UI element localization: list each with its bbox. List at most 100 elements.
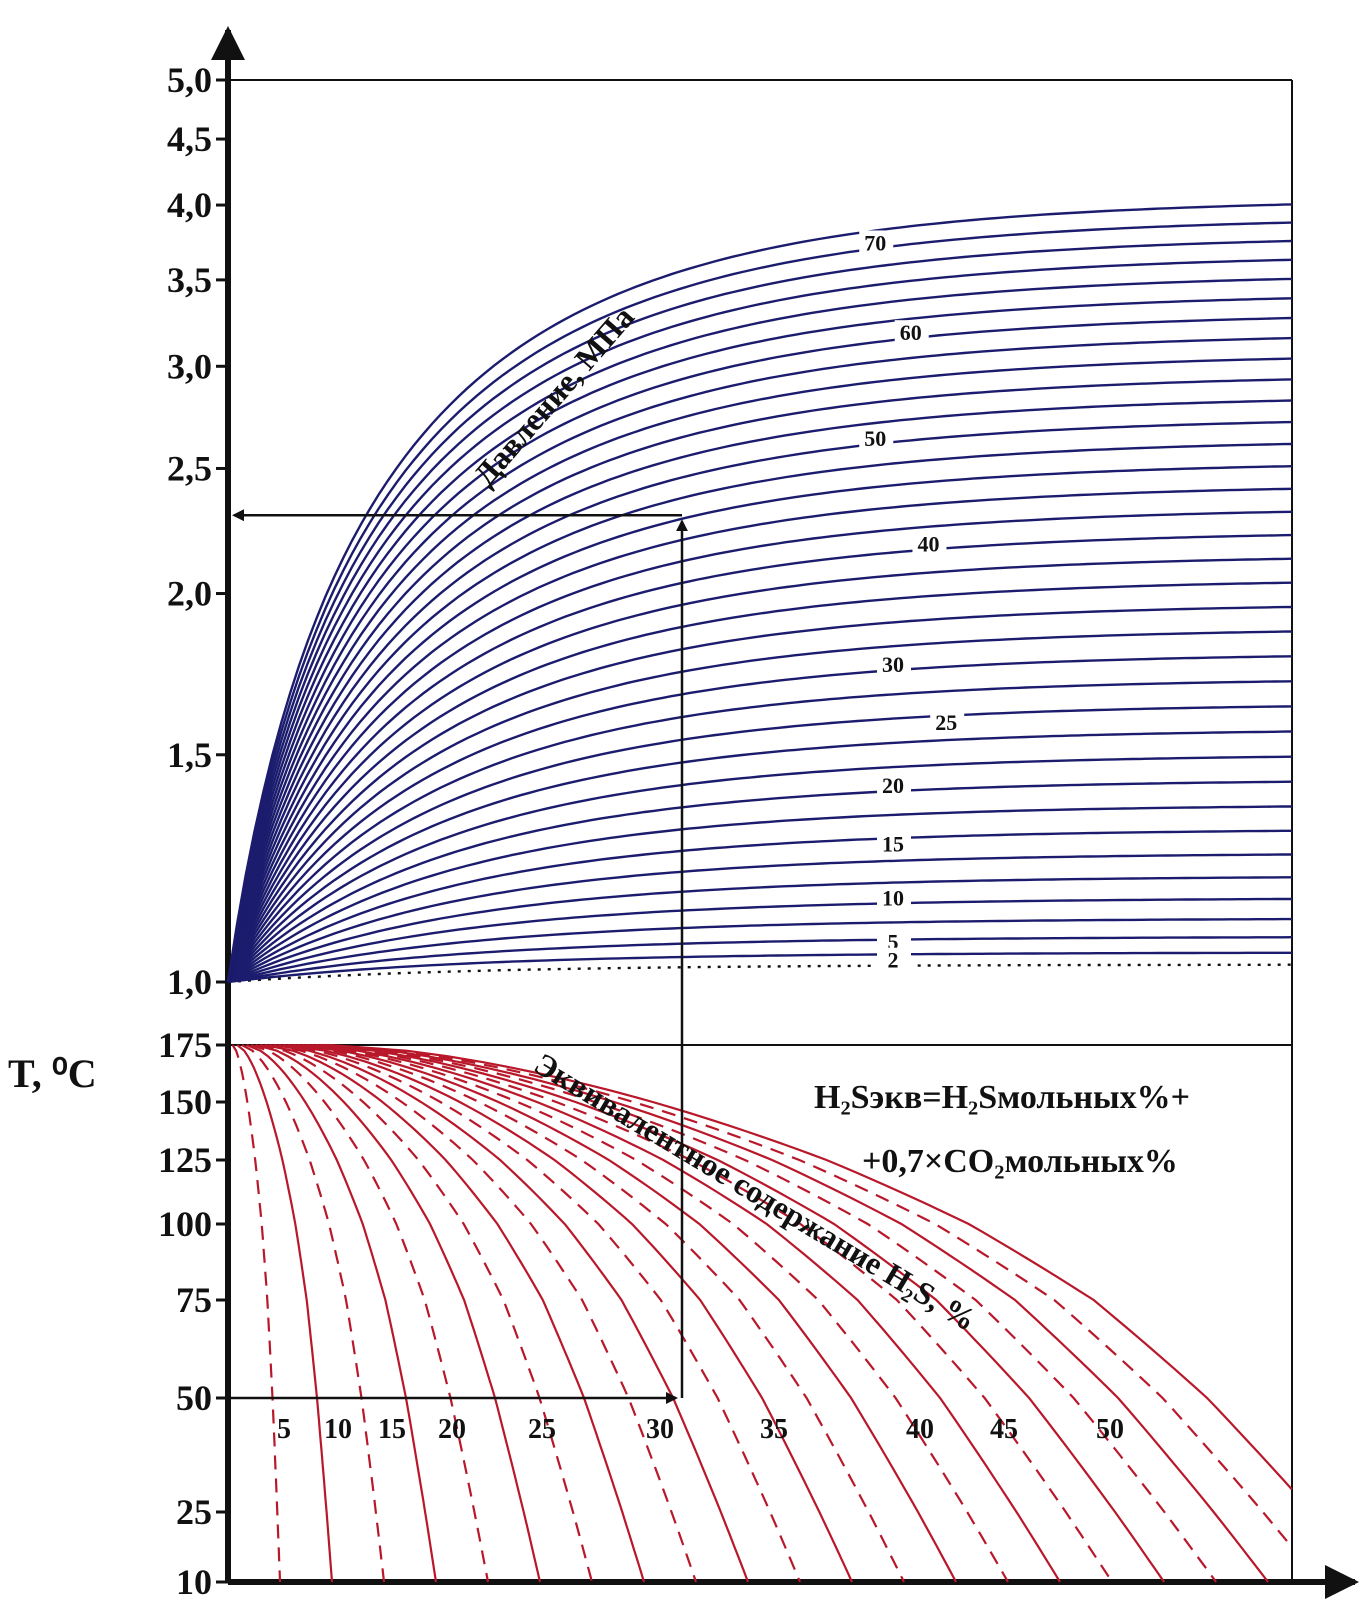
pressure-curve [227, 730, 1293, 983]
pressure-label-bg [912, 531, 947, 558]
pressure-tick-label: 2,5 [167, 448, 212, 488]
h2s-label: 5 [277, 1414, 291, 1445]
pressure-curve [226, 605, 1293, 983]
h2s-label: 10 [324, 1414, 352, 1445]
pressure-label: 20 [882, 773, 904, 798]
pressure-curve [226, 442, 1293, 983]
pressure-curve [226, 221, 1293, 983]
pressure-label: 2 [888, 948, 899, 973]
temperature-tick-label: 10 [176, 1562, 212, 1602]
h2s-curve [245, 1043, 438, 1583]
pressure-curve [227, 963, 1292, 984]
pressure-label: 30 [882, 652, 904, 677]
h2s-label: 25 [528, 1414, 556, 1445]
pressure-curve [226, 557, 1293, 983]
h2s-curve [282, 1043, 854, 1583]
h2s-label: 30 [646, 1414, 674, 1445]
pressure-curve [227, 829, 1292, 983]
pressure-curve [226, 420, 1293, 983]
h2s-curve-dashed [250, 1043, 490, 1583]
pressure-tick-label: 4,0 [167, 185, 212, 225]
pressure-curve [226, 581, 1293, 983]
pressure-curve [226, 357, 1293, 983]
pressure-curve [227, 917, 1292, 984]
pressure-label: 5 [888, 929, 899, 954]
pressure-tick-label: 3,5 [167, 260, 212, 300]
h2s-curve [301, 1043, 1061, 1583]
pressure-curve [226, 297, 1293, 983]
pressure-curve [226, 203, 1293, 983]
pressure-label-bg [930, 709, 965, 736]
pressure-label-bg [877, 773, 911, 800]
h2s-curve [255, 1043, 542, 1583]
pressure-label: 40 [917, 532, 939, 557]
pressure-curve [227, 897, 1292, 984]
pressure-tick-label: 5,0 [167, 60, 212, 100]
pressure-label-bg [859, 230, 894, 257]
h2s-curve-dashed [324, 1043, 1293, 1548]
pressure-label: 50 [864, 426, 886, 451]
h2s-curve [328, 1043, 1293, 1490]
temperature-axis-title: T, ⁰C [8, 1051, 97, 1096]
pressure-tick-label: 1,0 [167, 962, 212, 1002]
pressure-curve [226, 378, 1293, 983]
pressure-curve [227, 936, 1293, 984]
pressure-tick-label: 4,5 [167, 119, 212, 159]
h2s-label: 20 [438, 1414, 466, 1445]
pressure-label-bg [859, 426, 894, 453]
pressure-curve-title: Давление, МПа [466, 299, 641, 493]
h2s-curve [319, 1043, 1269, 1583]
pressure-label-bg [877, 947, 911, 974]
pressure-label-bg [877, 831, 911, 858]
formula-line-1: H₂Sэкв=H₂Sмольных%+ [814, 1079, 1190, 1116]
h2s-curve-dashed [296, 1043, 1009, 1583]
pressure-tick-label: 1,5 [167, 735, 212, 775]
temperature-tick-label: 100 [158, 1204, 212, 1244]
pressure-label: 25 [935, 710, 957, 735]
h2s-curve [310, 1043, 1166, 1583]
h2s-curve-dashed [305, 1043, 1114, 1583]
pressure-label: 10 [882, 885, 904, 910]
h2s-curve [273, 1043, 750, 1583]
pressure-curve [226, 655, 1293, 983]
temperature-tick-label: 150 [158, 1082, 212, 1122]
pressure-curve [226, 316, 1293, 983]
pressure-label-bg [877, 652, 911, 679]
pressure-curve [226, 680, 1293, 983]
pressure-curve [226, 510, 1293, 983]
pressure-label-bg [877, 885, 911, 912]
temperature-tick-label: 50 [176, 1378, 212, 1418]
h2s-curve-dashed [287, 1043, 905, 1583]
h2s-curve [236, 1044, 334, 1583]
h2s-curve-dashed [278, 1043, 802, 1583]
plot-frame: 5,0 4,5 4,0 3,5 3,0 2,5 2,0 1,5 1,0 175 150 125 100 7… [158, 26, 1359, 1602]
pressure-label: 60 [900, 320, 922, 345]
h2s-label: 50 [1096, 1414, 1124, 1445]
temperature-tick-label: 75 [176, 1280, 212, 1320]
pressure-curve [227, 876, 1292, 984]
pressure-curve [226, 336, 1293, 983]
pressure-label-bg [894, 320, 929, 347]
temperature-panel: 5 10 15 20 25 30 35 40 45 50 [231, 1043, 1293, 1583]
h2s-label: 40 [906, 1414, 934, 1445]
pressure-curve [227, 805, 1292, 983]
pressure-curve [227, 780, 1293, 983]
h2s-curve-dashed [269, 1043, 698, 1583]
temperature-tick-label: 125 [158, 1140, 212, 1180]
pressure-curve [226, 487, 1293, 983]
pressure-label: 70 [864, 230, 886, 255]
pressure-curve [226, 533, 1293, 983]
h2s-curve-dashed [259, 1043, 594, 1583]
temperature-tick-label: 175 [158, 1025, 212, 1065]
h2s-curve-dashed [315, 1043, 1217, 1583]
h2s-label: 35 [760, 1414, 788, 1445]
example-path [228, 509, 688, 1404]
pressure-label: 15 [882, 832, 904, 857]
pressure-curve [227, 755, 1293, 983]
pressure-curve [226, 258, 1293, 983]
pressure-tick-label: 2,0 [167, 574, 212, 614]
pressure-curve [227, 951, 1292, 984]
pressure-curve [226, 630, 1293, 983]
